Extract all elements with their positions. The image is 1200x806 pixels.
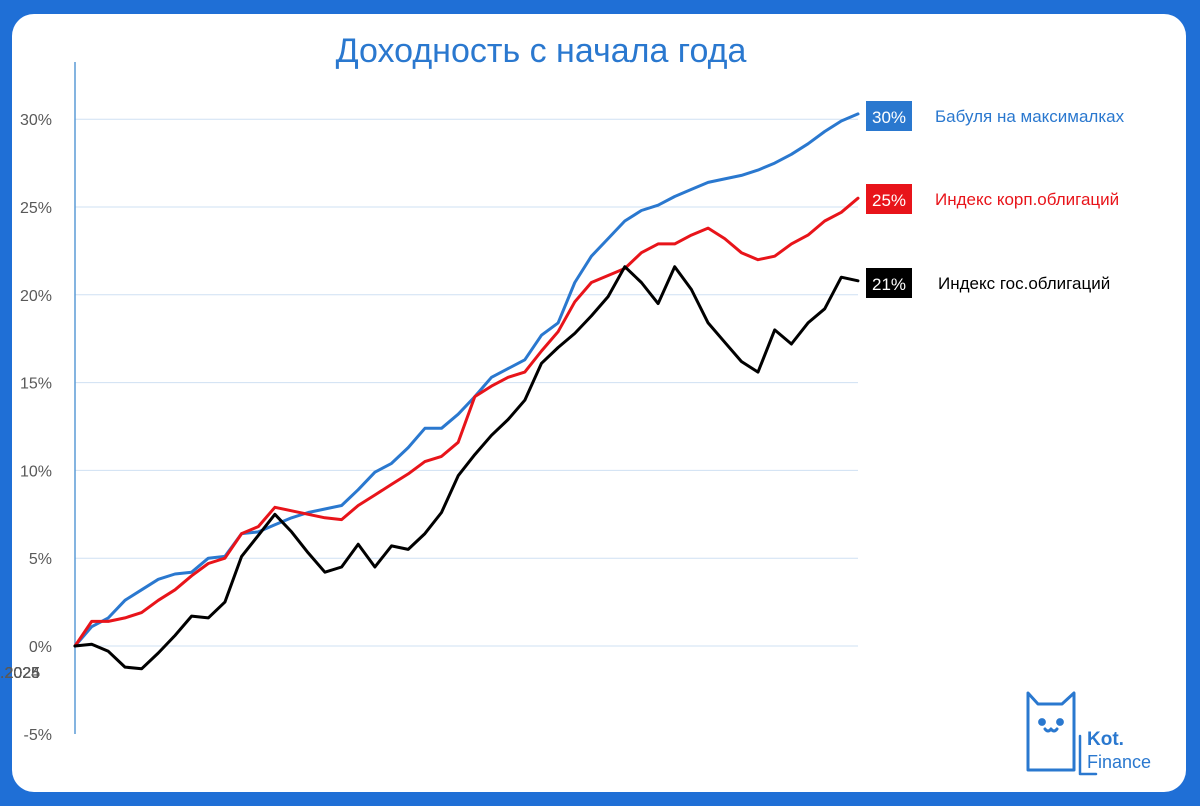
- cat-icon: [1026, 691, 1098, 776]
- end-value-badge: [866, 101, 912, 131]
- x-tick-label: 29.12.2024: [0, 665, 40, 682]
- end-value-label: 30%: [872, 108, 906, 127]
- y-tick-label: -5%: [24, 727, 52, 744]
- kot-finance-logo: [1026, 691, 1098, 776]
- x-tick-label: 31.10.2025: [0, 665, 40, 682]
- series-line: [73, 265, 860, 671]
- x-tick-label: 30.04.2025: [0, 665, 40, 682]
- y-tick-label: 20%: [20, 288, 52, 305]
- y-tick-label: 25%: [20, 200, 52, 217]
- series-line: [73, 196, 860, 648]
- chart-title: Доходность с начала года: [336, 32, 747, 70]
- logo-line1: Kot.: [1087, 729, 1124, 750]
- y-tick-label: 0%: [29, 639, 52, 656]
- x-tick-label: 28.02.2025: [0, 665, 40, 682]
- x-tick-label: 30.06.2025: [0, 665, 40, 682]
- y-tick-label: 5%: [29, 551, 52, 568]
- end-value-badge: [866, 268, 912, 298]
- end-value-label: 25%: [872, 191, 906, 210]
- y-tick-label: 15%: [20, 376, 52, 393]
- legend-entry: Бабуля на максималках: [935, 107, 1125, 126]
- x-tick-label: 31.08.2025: [0, 665, 40, 682]
- logo-text: Kot. Finance: [1087, 729, 1151, 773]
- series-line: [73, 112, 860, 648]
- y-tick-label: 30%: [20, 112, 52, 129]
- logo-line2: Finance: [1087, 752, 1152, 772]
- y-tick-label: 10%: [20, 463, 52, 480]
- end-value-badge: [866, 184, 912, 214]
- chart-card: [12, 14, 1186, 792]
- legend-entry: Индекс гос.облигаций: [938, 274, 1110, 293]
- legend-entry: Индекс корп.облигаций: [935, 190, 1119, 209]
- end-value-label: 21%: [872, 275, 906, 294]
